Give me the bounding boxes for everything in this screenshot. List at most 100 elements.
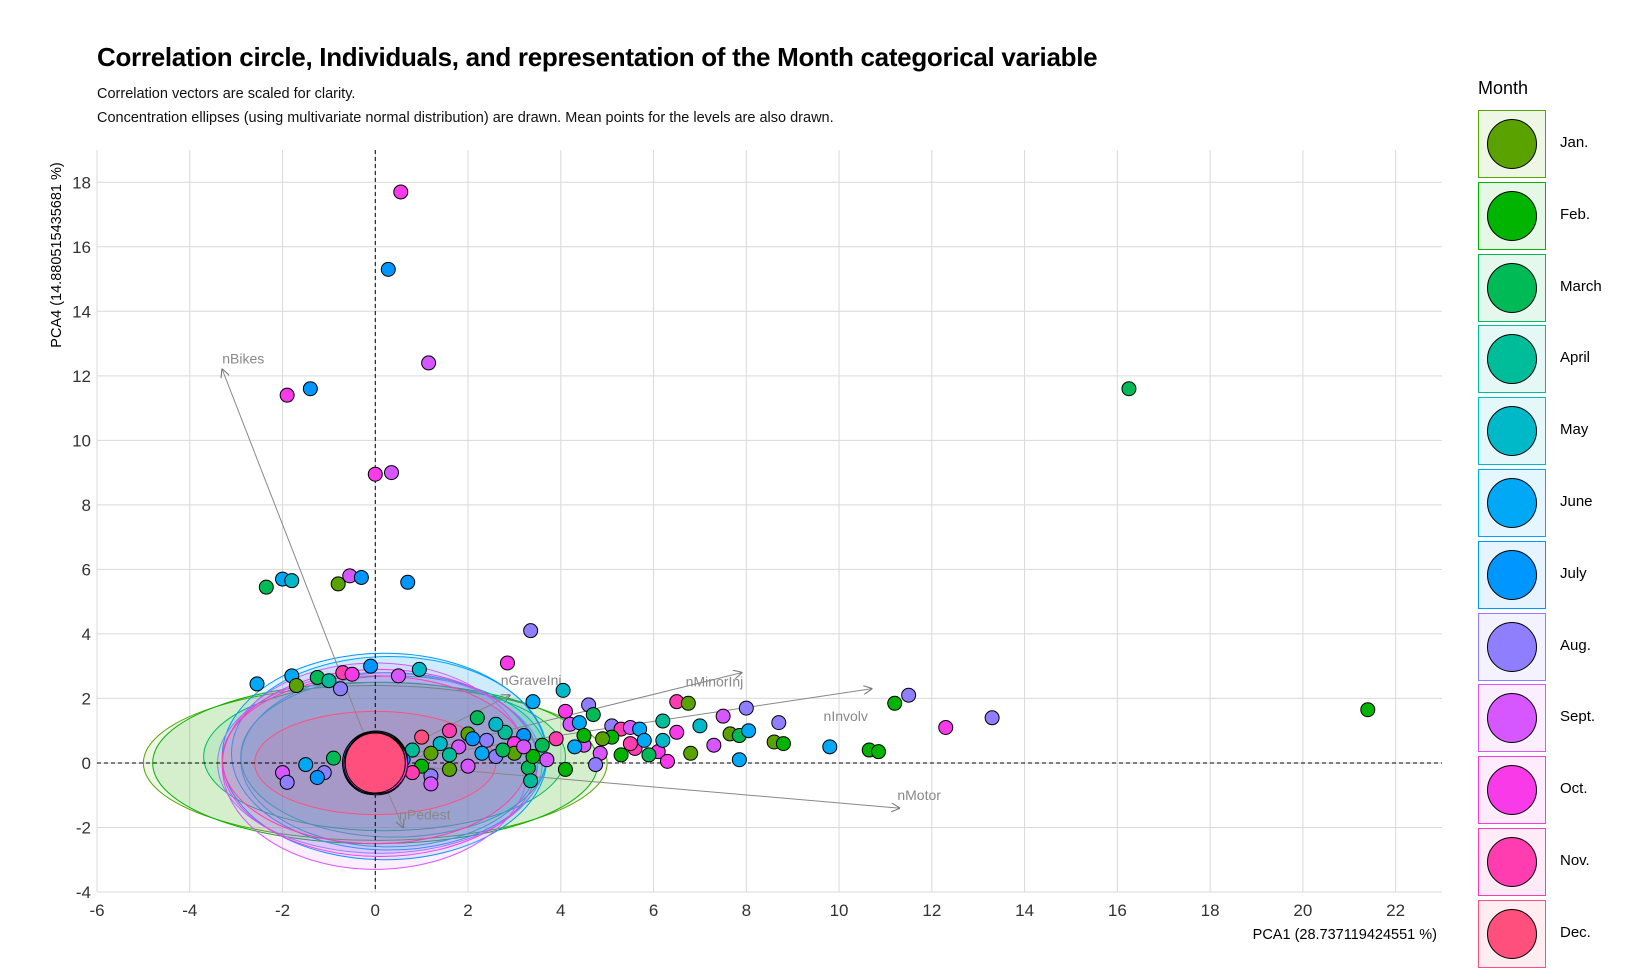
mean-point-dec [344, 732, 406, 794]
x-tick-label: 22 [1386, 901, 1405, 920]
point-sept [421, 355, 437, 371]
legend-swatch [1487, 621, 1537, 672]
point-march [585, 707, 601, 723]
point-feb [887, 695, 903, 711]
point-march [1121, 381, 1137, 397]
y-tick-label: 14 [72, 302, 91, 321]
legend-key-june [1478, 469, 1546, 537]
point-sept [715, 708, 731, 724]
legend-key-nov [1478, 828, 1546, 896]
x-tick-label: 18 [1201, 901, 1220, 920]
x-tick-label: 20 [1293, 901, 1312, 920]
point-sept [706, 737, 722, 753]
point-june [822, 739, 838, 755]
point-march [258, 579, 274, 595]
point-feb [775, 736, 791, 752]
legend-label: Dec. [1560, 923, 1591, 941]
x-tick-label: -4 [182, 901, 197, 920]
x-tick-label: 14 [1015, 901, 1034, 920]
point-sept [460, 758, 476, 774]
vector-label-nMinorInj: nMinorInj [686, 674, 744, 690]
point-sept [539, 752, 555, 768]
point-nov [622, 736, 638, 752]
point-june [525, 694, 541, 710]
x-tick-label: -6 [89, 901, 104, 920]
point-july [380, 261, 396, 277]
vector-nBikes [222, 369, 376, 764]
legend-key-aug [1478, 612, 1546, 681]
x-tick-label: 4 [556, 901, 565, 920]
chart-subtitle-line-1: Correlation vectors are scaled for clari… [97, 86, 356, 102]
y-tick-label: 0 [82, 754, 91, 773]
point-feb [1360, 702, 1376, 718]
point-jan [680, 695, 696, 711]
vector-label-nInvolv: nInvolv [824, 708, 868, 724]
point-june [567, 739, 583, 755]
point-july [465, 731, 481, 747]
point-jan [595, 731, 611, 747]
point-march [641, 747, 657, 763]
legend-swatch [1487, 549, 1537, 600]
x-tick-label: 8 [742, 901, 751, 920]
legend-swatch [1487, 765, 1537, 816]
point-oct [344, 666, 360, 682]
point-june [298, 757, 314, 773]
y-tick-label: 8 [82, 496, 91, 515]
legend-swatch [1487, 190, 1537, 241]
y-tick-label: 2 [82, 689, 91, 708]
point-june [571, 715, 587, 731]
axis-tick-labels: -6 -4 -2 0 2 4 6 8 10 12 14 16 18 20 22-4-202468101214… [72, 173, 1405, 920]
point-oct [557, 703, 573, 719]
point-feb [613, 747, 629, 763]
legend-key-may [1478, 397, 1546, 466]
point-jan [330, 576, 346, 592]
vector-label-nPedest: nPedest [399, 806, 450, 822]
legend-label: Feb. [1560, 205, 1591, 223]
point-july [353, 569, 369, 585]
x-tick-label: 12 [922, 901, 941, 920]
legend-swatch [1487, 334, 1537, 385]
legend-key-dec [1478, 899, 1546, 968]
point-march [495, 742, 511, 758]
point-oct [669, 724, 685, 740]
point-feb [525, 749, 541, 765]
legend-swatch [1487, 262, 1537, 313]
y-tick-label: -2 [76, 818, 91, 837]
point-may [655, 732, 671, 748]
point-may [692, 718, 708, 734]
y-tick-label: 12 [72, 367, 91, 386]
point-oct [938, 719, 954, 735]
point-oct [367, 466, 383, 482]
point-may [284, 573, 300, 589]
point-feb [576, 728, 592, 744]
point-july [309, 769, 325, 785]
point-march [534, 737, 550, 753]
point-sept [390, 668, 406, 684]
individual-points [249, 184, 1376, 792]
point-may [432, 736, 448, 752]
point-aug [588, 757, 604, 773]
point-jan [288, 678, 304, 694]
point-aug [771, 715, 787, 731]
point-sept [423, 776, 439, 792]
legend-label: Nov. [1560, 852, 1590, 869]
point-april [655, 713, 671, 729]
point-jan [441, 761, 457, 777]
point-aug [901, 687, 917, 703]
legend-label: Oct. [1560, 780, 1588, 798]
point-sept [384, 465, 400, 481]
level-mean-points [341, 730, 409, 796]
vector-label-nBikes: nBikes [222, 350, 264, 366]
chart-subtitle-line-2: Concentration ellipses (using multivaria… [97, 110, 834, 126]
y-tick-label: 6 [82, 560, 91, 579]
point-oct [659, 753, 675, 769]
point-aug [332, 681, 348, 697]
legend-key-feb [1478, 181, 1546, 250]
legend-key-jan [1478, 110, 1546, 178]
legend-key-oct [1478, 756, 1546, 825]
legend-key-july [1478, 540, 1546, 609]
x-tick-label: 2 [463, 901, 472, 920]
legend-swatch [1487, 119, 1537, 169]
point-june [731, 752, 747, 768]
